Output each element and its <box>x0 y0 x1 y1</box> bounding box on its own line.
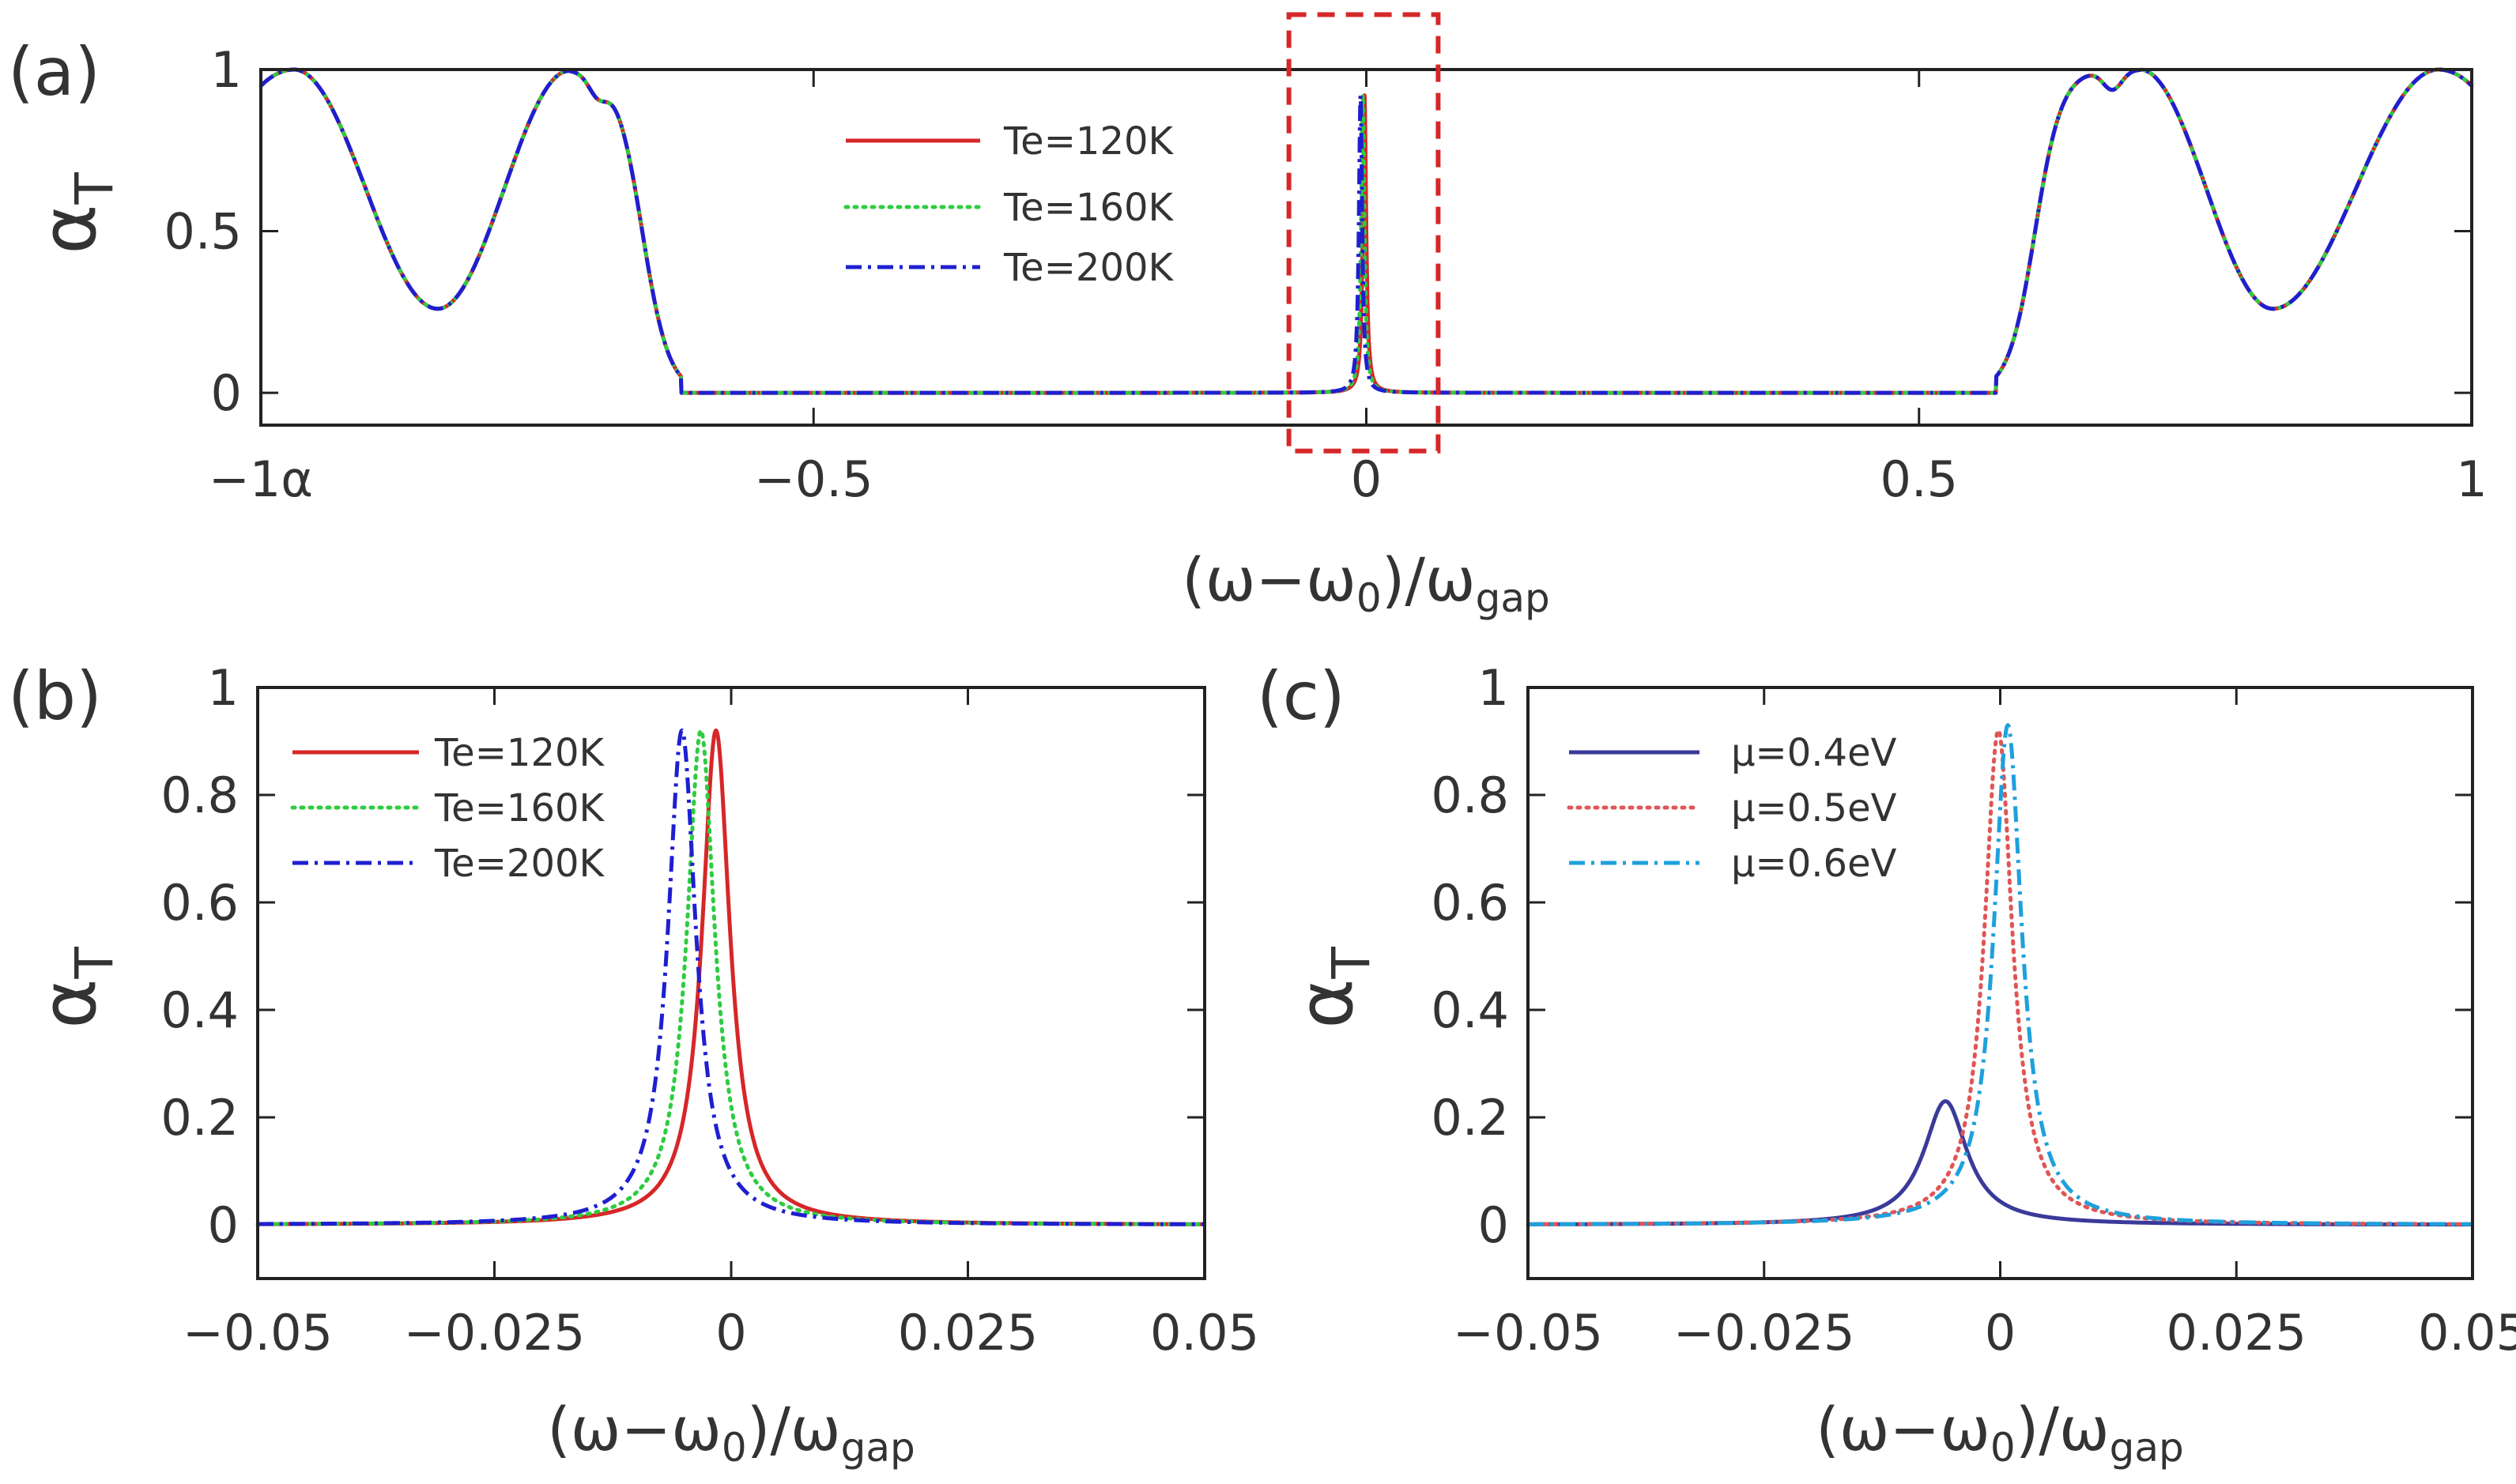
panel-b: (b) αT 0 0.2 0.4 0.6 0.8 1 −0.05 −0.025 0 0.025 0… <box>8 657 1259 1471</box>
panel-a-xlabel-sub1: gap <box>1476 575 1550 621</box>
panel-a-ytick-label: 1 <box>211 41 242 99</box>
panel-c-ylabel-sub: T <box>1321 947 1382 980</box>
panel-b-xlabel-sub1: gap <box>841 1425 915 1471</box>
panel-c-series-3-line <box>1526 723 2474 1226</box>
panel-b-series <box>255 728 1207 1226</box>
panel-a-legend-label-1: Te=120K <box>1003 119 1175 164</box>
panel-b-ytick-label: 1 <box>208 659 239 717</box>
panel-b-ytick-label: 0.2 <box>160 1089 239 1147</box>
panel-a-xlabel: (ω−ω0)/ωgap <box>1182 544 1549 621</box>
panel-b-xtick-label: 0 <box>715 1304 746 1362</box>
panel-c-ylabel: αT <box>1281 947 1382 1029</box>
panel-a-yticks: 00.51 <box>164 41 2472 422</box>
panel-b-xtick-label: 0.05 <box>1150 1304 1259 1362</box>
panel-c-xlabel-mid: )/ω <box>2016 1394 2110 1464</box>
panel-b-yticks: 0 0.2 0.4 0.6 0.8 1 <box>160 659 1205 1254</box>
panel-c-xlabel: (ω−ω0)/ωgap <box>1816 1394 2183 1471</box>
panel-a-series-3-line <box>259 67 2473 395</box>
panel-a-legend-label-3: Te=200K <box>1003 246 1175 290</box>
panel-a-label: (a) <box>8 33 100 111</box>
panel-a-ytick-label: 0 <box>211 364 242 422</box>
panel-c-ytick-label: 0.6 <box>1431 874 1509 932</box>
panel-c-label: (c) <box>1257 657 1345 735</box>
panel-c-xtick-label: 0.05 <box>2418 1304 2516 1362</box>
panel-a-legend: Te=120K Te=160K Te=200K <box>843 119 1175 290</box>
panel-c-xticks: −0.05 −0.025 0 0.025 0.05 <box>1453 687 2516 1362</box>
panel-c-legend: μ=0.4eV μ=0.5eV μ=0.6eV <box>1567 731 1897 886</box>
panel-b-ytick-label: 0.8 <box>160 766 239 824</box>
svg-text:αT: αT <box>1281 947 1382 1029</box>
panel-b-xlabel: (ω−ω0)/ωgap <box>547 1394 915 1471</box>
panel-b-ytick-label: 0.4 <box>160 981 239 1039</box>
panel-c-legend-label-1: μ=0.4eV <box>1731 731 1897 775</box>
panel-b-xtick-label: −0.025 <box>404 1304 585 1362</box>
panel-a-xtick-label: −0.5 <box>754 450 873 508</box>
panel-b-xlabel-mid: )/ω <box>747 1394 841 1464</box>
panel-a-xticks: −1α −0.5 0 0.5 1 <box>209 70 2488 508</box>
panel-c-ytick-label: 1 <box>1478 659 1509 717</box>
panel-b-axes-frame <box>256 686 1206 1280</box>
panel-c-ytick-label: 0 <box>1478 1196 1509 1254</box>
panel-a: (a) αT 00.51 −1α −0.5 0 0.5 1 Te=120K Te=160… <box>8 12 2488 621</box>
panel-b-xticks: −0.05 −0.025 0 0.025 0.05 <box>183 687 1259 1362</box>
panel-b-ylabel-main: α <box>25 979 113 1029</box>
panel-c-series-1-line <box>1526 1099 2474 1227</box>
panel-a-ytick-label: 0.5 <box>164 203 242 261</box>
panel-c-ytick-label: 0.4 <box>1431 981 1509 1039</box>
panel-c: (c) αT 0 0.2 0.4 0.6 0.8 1 −0.05 −0.025 0 0.025 0… <box>1257 657 2516 1471</box>
panel-c-ytick-label: 0.2 <box>1431 1089 1509 1147</box>
panel-b-ytick-label: 0.6 <box>160 874 239 932</box>
panel-c-axes-frame <box>1526 686 2474 1280</box>
panel-a-xlabel-main: (ω−ω <box>1182 544 1356 615</box>
svg-text:αT: αT <box>25 947 125 1029</box>
panel-a-xlabel-mid: )/ω <box>1382 544 1476 615</box>
panel-c-xtick-label: −0.05 <box>1453 1304 1603 1362</box>
panel-c-xlabel-sub1: gap <box>2110 1425 2184 1471</box>
panel-a-axes-frame <box>259 68 2473 427</box>
panel-a-ylabel-main: α <box>25 205 113 254</box>
panel-b-xlabel-main: (ω−ω <box>547 1394 722 1464</box>
panel-c-xtick-label: 0 <box>1985 1304 2016 1362</box>
panel-b-series-3-line <box>256 728 1206 1226</box>
panel-c-yticks: 0 0.2 0.4 0.6 0.8 1 <box>1431 659 2473 1254</box>
panel-a-ylabel-sub: T <box>64 172 125 205</box>
panel-a-xtick-label: −1α <box>209 450 313 508</box>
panel-b-xtick-label: −0.05 <box>183 1304 333 1362</box>
panel-c-ylabel-main: α <box>1281 979 1370 1029</box>
panel-c-legend-label-3: μ=0.6eV <box>1731 842 1897 886</box>
panel-c-series-2-line <box>1526 728 2475 1226</box>
panel-a-xlabel-sub0: 0 <box>1356 575 1382 621</box>
panel-b-series-1-line <box>256 728 1206 1226</box>
panel-a-xtick-label: 1 <box>2456 450 2487 508</box>
panel-b-legend-label-1: Te=120K <box>434 731 605 775</box>
panel-a-highlight-box <box>1286 12 1441 454</box>
panel-b-legend: Te=120K Te=160K Te=200K <box>290 731 605 886</box>
panel-c-series <box>1526 723 2475 1227</box>
panel-a-series <box>258 67 2474 395</box>
panel-a-ylabel: αT <box>25 172 125 254</box>
panel-b-legend-label-2: Te=160K <box>434 786 605 831</box>
panel-b-label: (b) <box>8 657 102 735</box>
panel-b-ylabel-sub: T <box>64 947 125 980</box>
panel-b-legend-label-3: Te=200K <box>434 842 605 886</box>
panel-b-ylabel: αT <box>25 947 125 1029</box>
panel-a-xtick-label: 0 <box>1351 450 1382 508</box>
panel-c-xtick-label: 0.025 <box>2167 1304 2307 1362</box>
panel-c-legend-label-2: μ=0.5eV <box>1731 786 1897 831</box>
panel-b-xlabel-sub0: 0 <box>722 1425 747 1471</box>
panel-c-xlabel-sub0: 0 <box>1990 1425 2016 1471</box>
panel-a-legend-label-2: Te=160K <box>1003 186 1175 230</box>
panel-b-xtick-label: 0.025 <box>898 1304 1039 1362</box>
panel-a-xtick-label: 0.5 <box>1880 450 1958 508</box>
panel-c-xtick-label: −0.025 <box>1673 1304 1854 1362</box>
panel-c-ytick-label: 0.8 <box>1431 766 1509 824</box>
svg-text:αT: αT <box>25 172 125 254</box>
panel-b-ytick-label: 0 <box>208 1196 239 1254</box>
panel-c-xlabel-main: (ω−ω <box>1816 1394 1990 1464</box>
